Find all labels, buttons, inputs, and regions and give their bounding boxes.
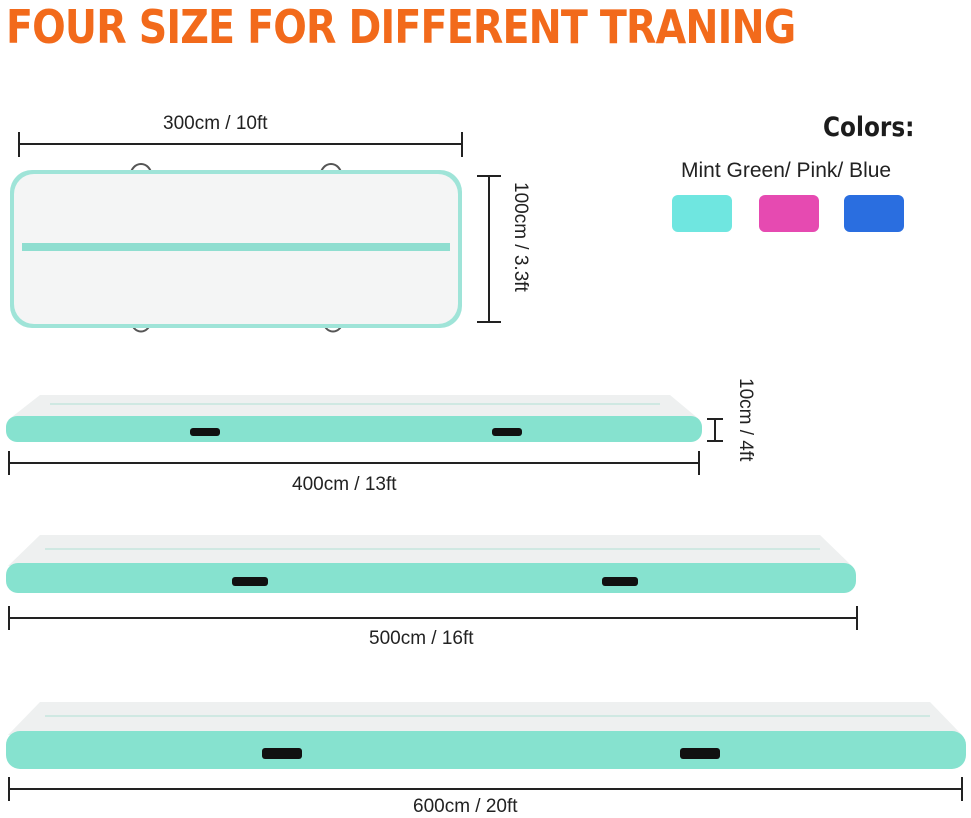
swatch-blue <box>844 195 904 232</box>
mat-600-side-view <box>6 702 966 769</box>
dimension-300-line <box>18 132 463 157</box>
dimension-600-line <box>8 777 963 801</box>
mat3-length-label: 500cm / 16ft <box>369 628 474 649</box>
dimension-thickness-line <box>707 418 723 442</box>
mat2-length-label: 400cm / 13ft <box>292 474 397 495</box>
mat-300-top-view <box>10 163 462 333</box>
thickness-label: 10cm / 4ft <box>735 378 756 462</box>
colors-options-text: Mint Green/ Pink/ Blue <box>681 159 892 182</box>
dimension-500-line <box>8 606 858 630</box>
colors-heading: Colors: <box>823 112 915 143</box>
mat-500-side-view <box>6 535 856 593</box>
dimension-100-line <box>477 175 501 323</box>
mat1-width-label: 100cm / 3.3ft <box>510 182 531 292</box>
mat4-length-label: 600cm / 20ft <box>413 796 518 817</box>
mat-400-side-view <box>6 395 702 442</box>
swatch-mint-green <box>672 195 732 232</box>
mat1-length-label: 300cm / 10ft <box>163 113 268 134</box>
dimension-400-line <box>8 451 700 475</box>
page-title: FOUR SIZE FOR DIFFERENT TRANING <box>6 0 796 54</box>
swatch-pink <box>759 195 819 232</box>
